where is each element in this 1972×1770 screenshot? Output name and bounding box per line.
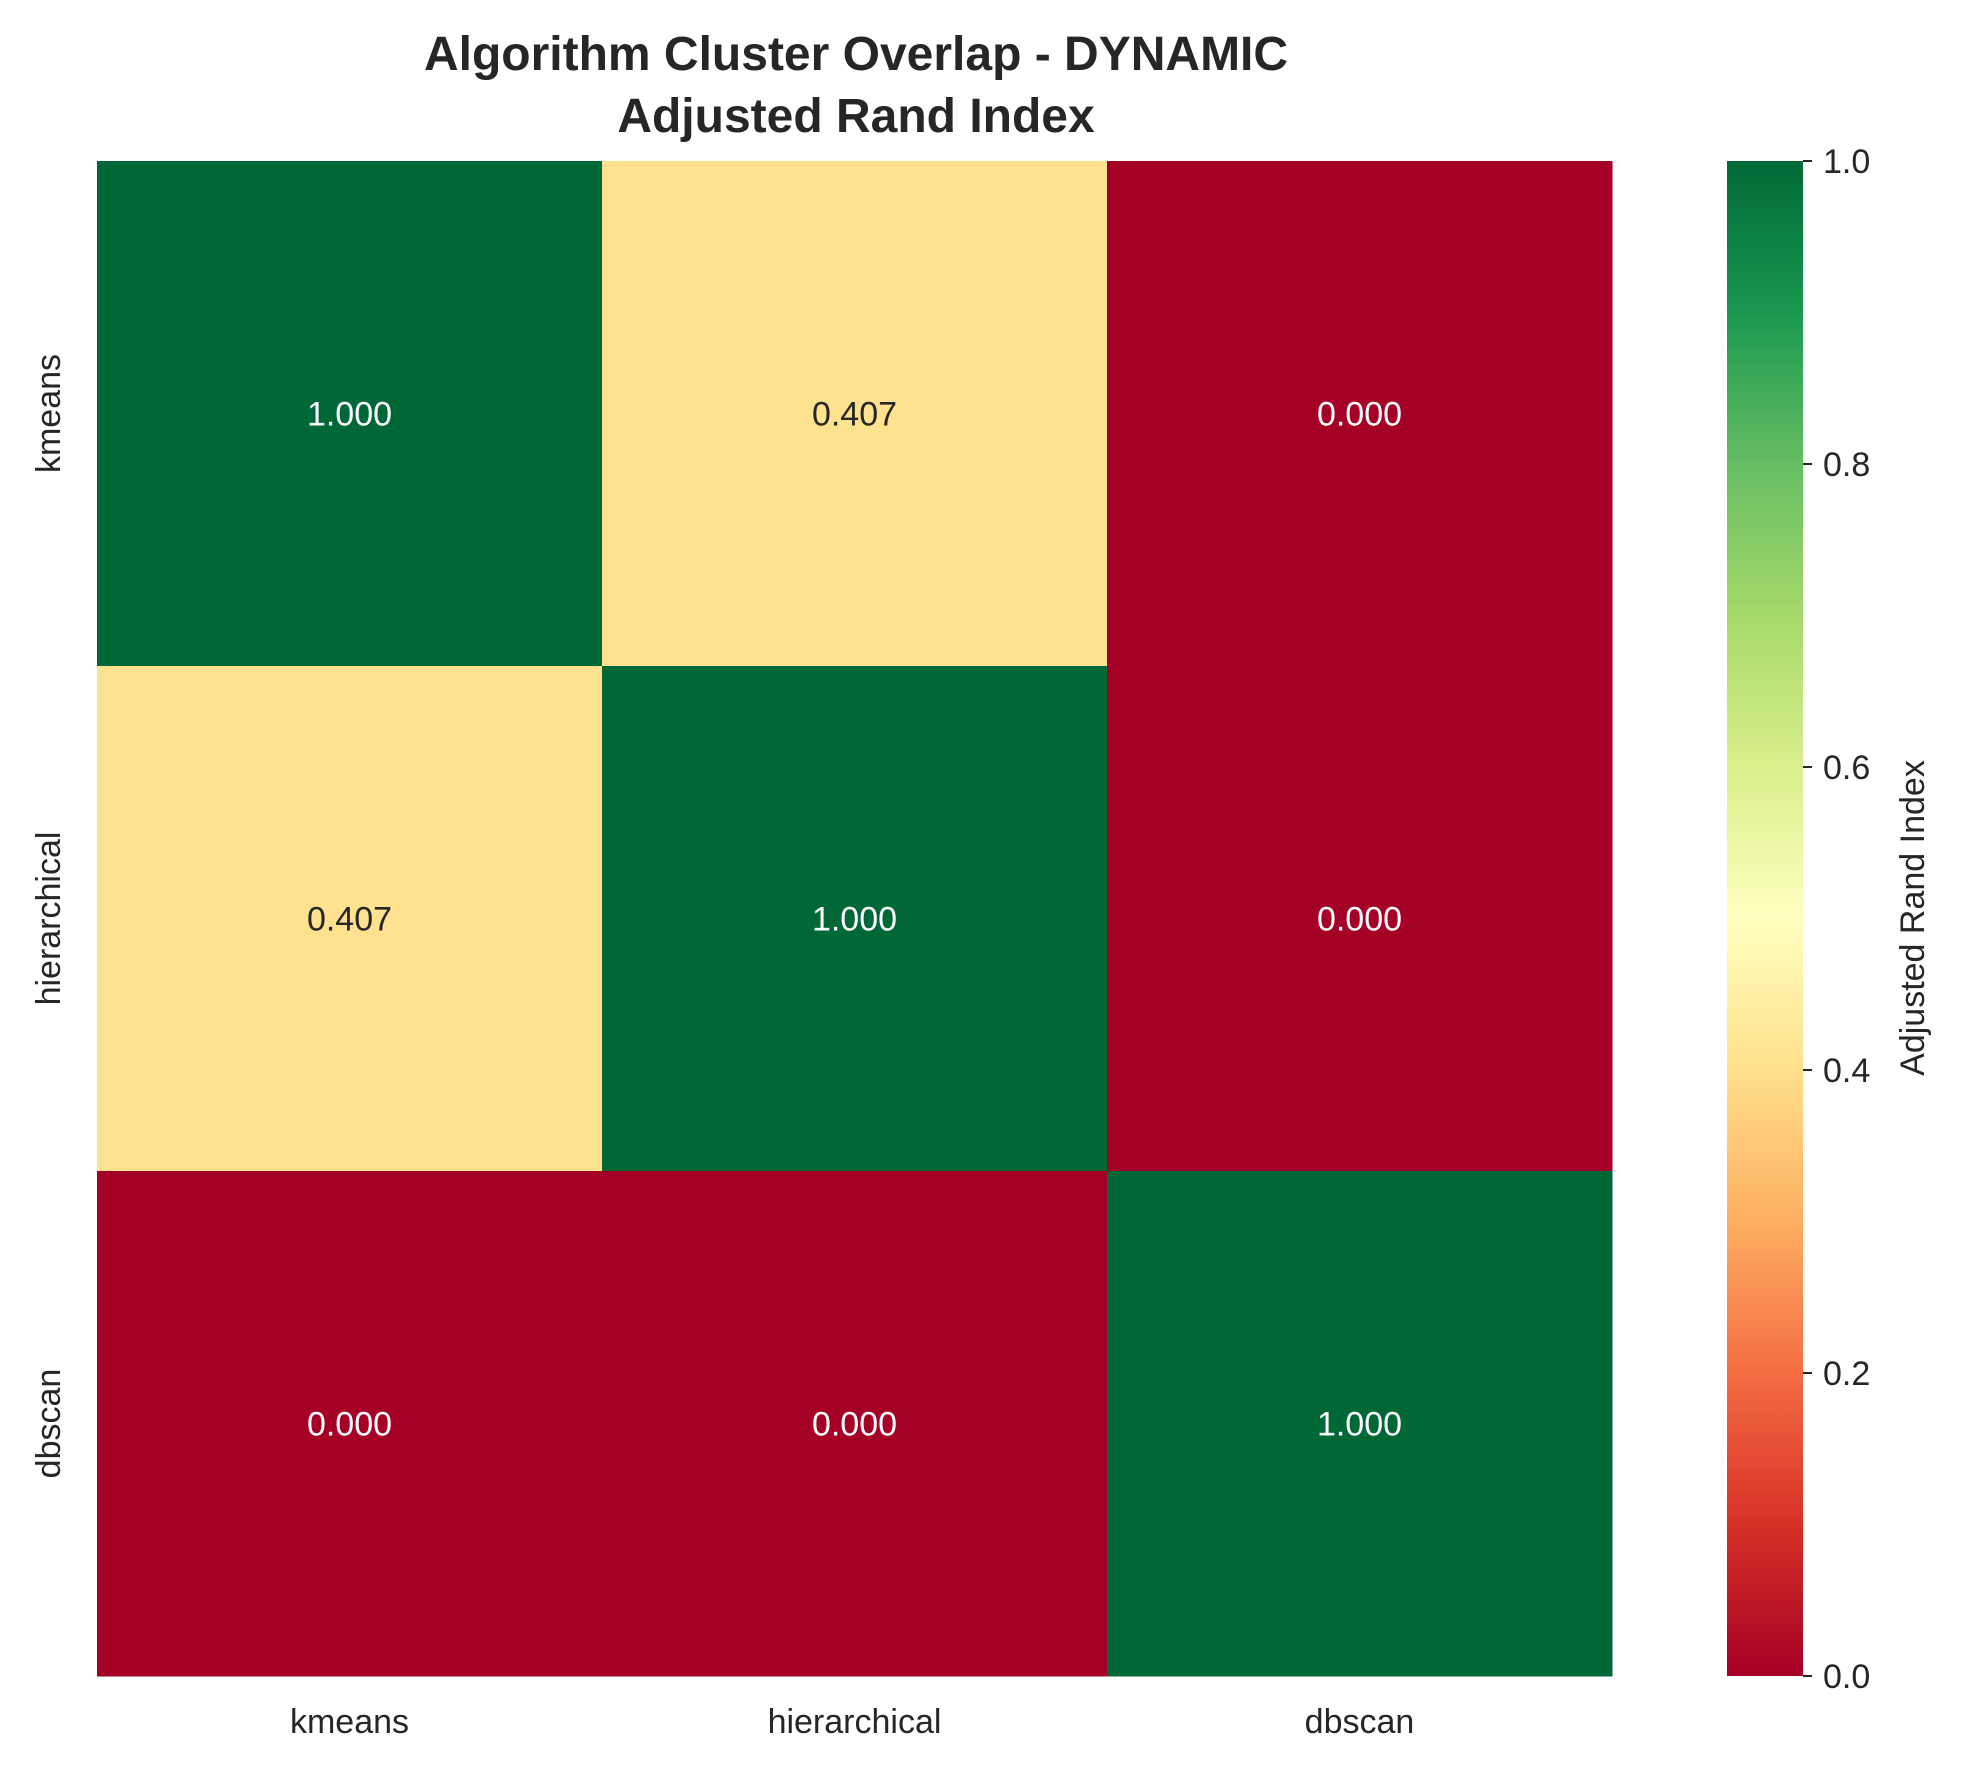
cell-value-label: 0.407 (307, 901, 392, 939)
cell-value-label: 1.000 (307, 396, 392, 434)
x-tick-label-dbscan: dbscan (1305, 1703, 1415, 1741)
heatmap-cell-hierarchical-dbscan (1107, 666, 1613, 1172)
y-axis-tick-labels: kmeans hierarchical dbscan (30, 354, 68, 1478)
colorbar-tick-label: 0.4 (1823, 1052, 1870, 1090)
heatmap-cell-dbscan-kmeans (97, 1171, 603, 1677)
heatmap-cell-kmeans-kmeans (97, 161, 603, 667)
chart-subtitle: Adjusted Rand Index (617, 90, 1095, 143)
colorbar-tick-label: 0.0 (1823, 1658, 1870, 1696)
cell-value-label: 0.000 (812, 1406, 897, 1444)
heatmap-cell-dbscan-dbscan (1107, 1171, 1613, 1677)
heatmap-cell-kmeans-dbscan (1107, 161, 1613, 667)
chart-title: Algorithm Cluster Overlap - DYNAMIC (424, 28, 1288, 81)
cell-value-label: 1.000 (812, 901, 897, 939)
heatmap-cell-hierarchical-kmeans (97, 666, 603, 1172)
colorbar-label: Adjusted Rand Index (1894, 760, 1932, 1076)
y-tick-label-kmeans: kmeans (30, 354, 68, 473)
x-tick-label-hierarchical: hierarchical (768, 1703, 942, 1741)
colorbar-tick-label: 0.2 (1823, 1355, 1870, 1393)
heatmap-cell-kmeans-hierarchical (602, 161, 1108, 667)
cell-value-label: 0.000 (1317, 396, 1402, 434)
x-tick-label-kmeans: kmeans (290, 1703, 409, 1741)
colorbar-ticks: 0.0 0.2 0.4 0.6 0.8 1.0 (1803, 143, 1870, 1696)
cell-value-label: 0.000 (307, 1406, 392, 1444)
x-axis-tick-labels: kmeans hierarchical dbscan (290, 1703, 1414, 1741)
y-tick-label-dbscan: dbscan (30, 1369, 68, 1479)
colorbar (1727, 161, 1803, 1676)
y-tick-label-hierarchical: hierarchical (30, 832, 68, 1006)
colorbar-tick-label: 1.0 (1823, 143, 1870, 181)
heatmap-cell-hierarchical-hierarchical (602, 666, 1108, 1172)
cell-value-label: 0.407 (812, 396, 897, 434)
heatmap-cell-labels: 1.000 0.407 0.000 0.407 1.000 0.000 0.000 0.000… (307, 396, 1402, 1444)
cell-value-label: 0.000 (1317, 901, 1402, 939)
colorbar-tick-label: 0.8 (1823, 446, 1870, 484)
heatmap-cell-dbscan-hierarchical (602, 1171, 1108, 1677)
cell-value-label: 1.000 (1317, 1406, 1402, 1444)
heatmap-cells (97, 161, 1613, 1677)
colorbar-tick-label: 0.6 (1823, 749, 1870, 787)
